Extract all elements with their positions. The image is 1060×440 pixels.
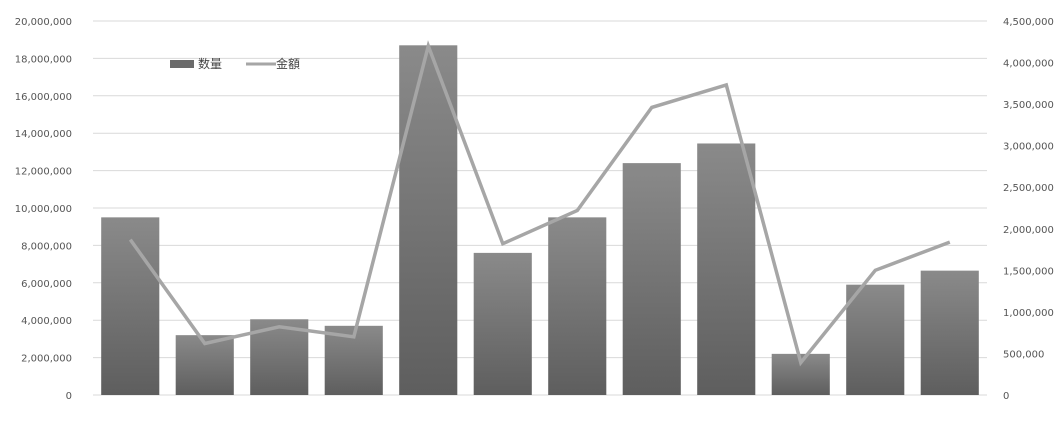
legend-label-bar: 数量 [198, 56, 222, 71]
bar [101, 217, 160, 395]
amount-line [128, 40, 951, 367]
bar [846, 284, 905, 395]
line-series [128, 40, 951, 367]
left-tick-label: 2,000,000 [21, 354, 72, 365]
right-tick-label: 2,500,000 [1003, 183, 1054, 194]
left-tick-label: 0 [66, 391, 72, 402]
right-tick-label: 3,000,000 [1003, 142, 1054, 153]
legend: 数量 金額 [170, 56, 300, 71]
left-axis-labels: 0 2,000,000 4,000,000 6,000,000 8,000,000 10,… [15, 17, 72, 402]
bar [697, 143, 756, 395]
left-tick-label: 6,000,000 [21, 279, 72, 290]
right-tick-label: 2,000,000 [1003, 225, 1054, 236]
right-tick-label: 4,000,000 [1003, 59, 1054, 70]
gridlines [93, 20, 987, 396]
bar [622, 163, 681, 395]
left-tick-label: 14,000,000 [15, 129, 72, 140]
right-tick-label: 0 [1003, 391, 1009, 402]
left-tick-label: 10,000,000 [15, 204, 72, 215]
left-tick-label: 16,000,000 [15, 92, 72, 103]
left-tick-label: 18,000,000 [15, 54, 72, 65]
right-tick-label: 1,500,000 [1003, 266, 1054, 277]
right-tick-label: 500,000 [1003, 349, 1044, 360]
bar [473, 252, 532, 395]
bar [920, 270, 979, 395]
bar-series [101, 45, 979, 396]
left-tick-label: 4,000,000 [21, 316, 72, 327]
left-tick-label: 12,000,000 [15, 167, 72, 178]
legend-label-line: 金額 [276, 56, 300, 71]
right-tick-label: 4,500,000 [1003, 17, 1054, 28]
bar [399, 45, 458, 396]
right-tick-label: 1,000,000 [1003, 308, 1054, 319]
legend-swatch-bar [170, 60, 194, 68]
left-tick-label: 8,000,000 [21, 241, 72, 252]
right-tick-label: 3,500,000 [1003, 100, 1054, 111]
right-axis-labels: 0 500,000 1,000,000 1,500,000 2,000,000 2,500… [1003, 17, 1054, 402]
bar [548, 217, 607, 395]
left-tick-label: 20,000,000 [15, 17, 72, 28]
